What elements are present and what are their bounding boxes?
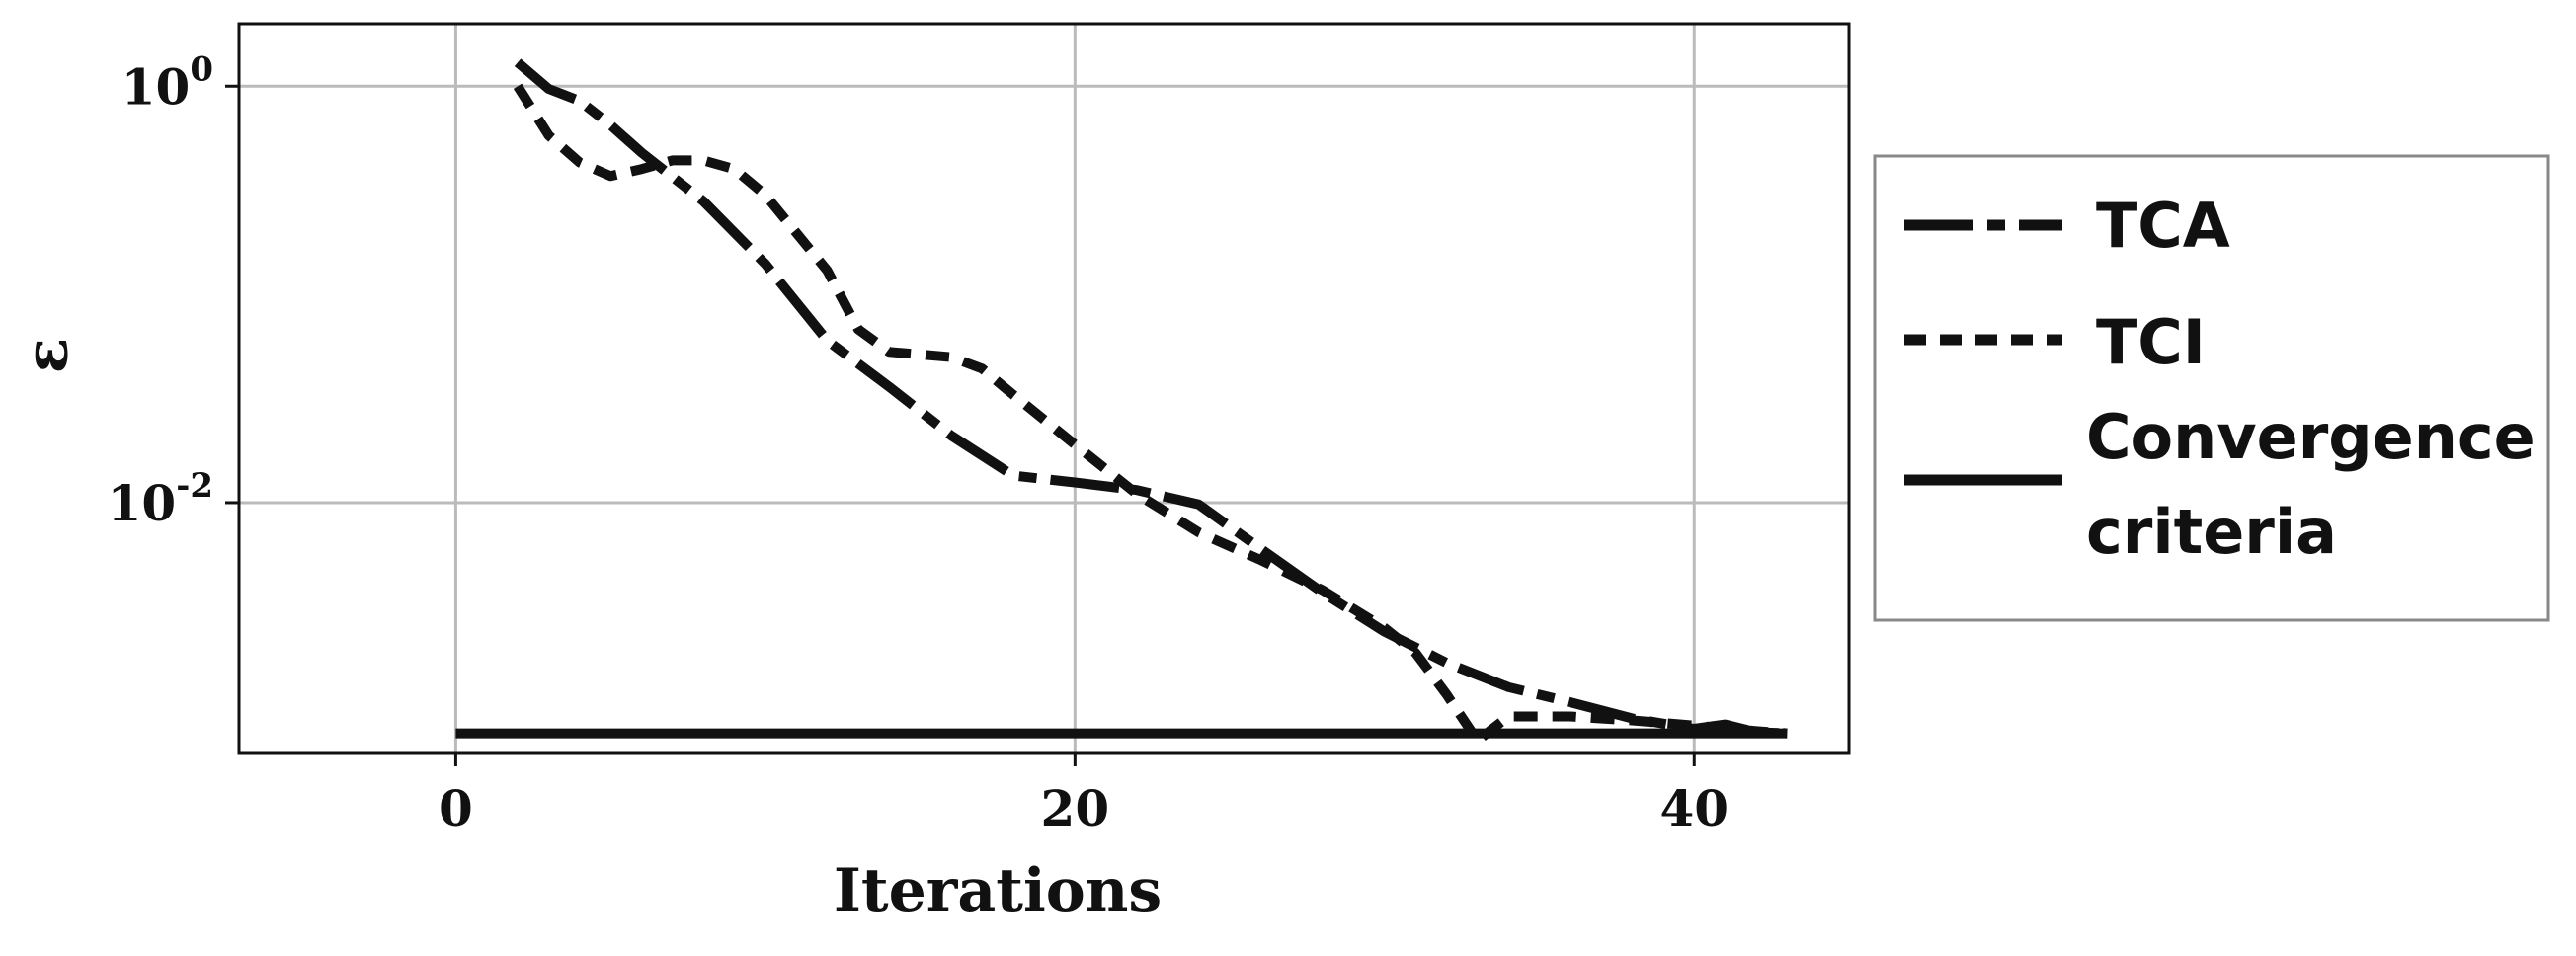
y-tick-exponent-0: 0 bbox=[190, 49, 213, 89]
legend-label-tci: TCI bbox=[2096, 306, 2206, 378]
x-tick-label-40: 40 bbox=[1659, 779, 1729, 837]
legend-label-convergence-line1: Convergence bbox=[2086, 401, 2536, 473]
gridlines bbox=[225, 24, 1849, 766]
x-tick-label-20: 20 bbox=[1041, 779, 1110, 837]
y-tick-exponent--2: -2 bbox=[176, 466, 213, 506]
plot-area bbox=[239, 24, 1849, 753]
x-axis-title: Iterations bbox=[834, 856, 1162, 925]
x-tick-label-0: 0 bbox=[439, 779, 473, 837]
y-tick-label-0: 100 bbox=[121, 49, 213, 116]
legend-label-convergence-line2: criteria bbox=[2086, 496, 2337, 568]
legend-box bbox=[1873, 154, 2550, 622]
y-tick-label--2: 10-2 bbox=[108, 466, 213, 532]
legend-label-convergence: Convergence criteria bbox=[2086, 401, 2556, 568]
y-axis-title: ε bbox=[13, 338, 82, 373]
series-line-tci bbox=[513, 83, 1788, 746]
series-lines bbox=[455, 58, 1788, 746]
y-tick-base-0: 10 bbox=[121, 57, 191, 116]
legend-label-tca: TCA bbox=[2096, 190, 2230, 262]
legend: TCA TCI Convergence criteria bbox=[1873, 154, 2556, 622]
plot-frame bbox=[237, 22, 1851, 755]
x-tick-labels: 0 20 40 bbox=[439, 779, 1729, 837]
y-tick-base--2: 10 bbox=[108, 474, 177, 532]
